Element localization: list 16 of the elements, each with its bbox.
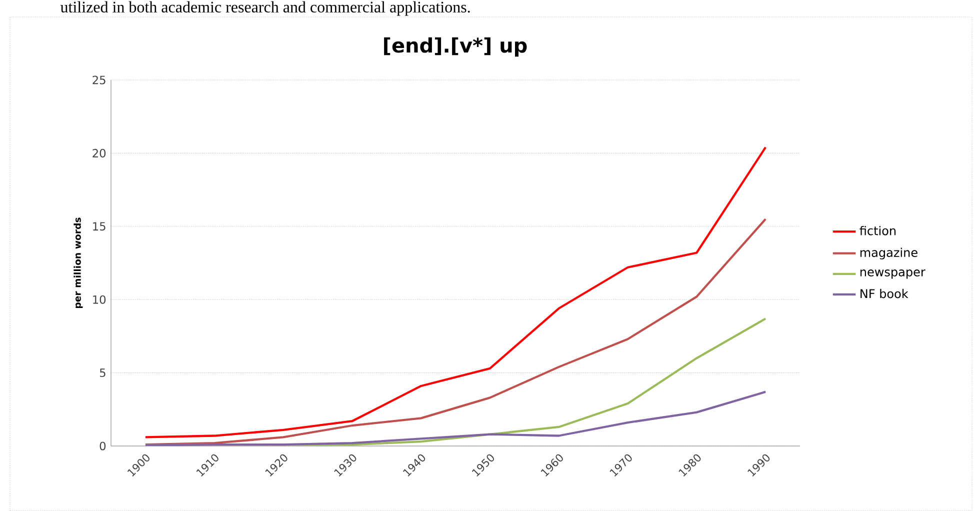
line-series bbox=[144, 218, 767, 446]
line-series bbox=[144, 146, 767, 438]
legend-label: magazine bbox=[860, 248, 918, 260]
legend-label: fiction bbox=[860, 226, 896, 236]
y-tick-label: 20 bbox=[92, 148, 106, 158]
text: utilized in both academic research and commercial applications. bbox=[60, 1, 470, 16]
chart-title: [end].[v*] up bbox=[384, 37, 527, 57]
y-tick-label: 10 bbox=[93, 295, 106, 304]
y-tick-label: 25 bbox=[92, 76, 106, 84]
legend-label: newspaper bbox=[860, 270, 926, 279]
y-axis-title: per million words bbox=[74, 218, 83, 308]
line-series bbox=[144, 390, 767, 446]
legend-label: NF book bbox=[860, 288, 908, 298]
y-tick-label: 5 bbox=[100, 368, 106, 378]
y-tick-label: 0 bbox=[100, 442, 106, 450]
y-tick-label: 15 bbox=[93, 222, 106, 231]
